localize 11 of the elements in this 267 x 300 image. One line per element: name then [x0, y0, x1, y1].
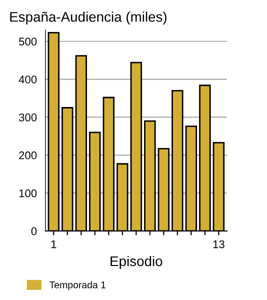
- x-axis-title: Episodio: [110, 256, 162, 269]
- chart-title: España-Audiencia (miles): [10, 12, 166, 25]
- y-tick-label: 500: [18, 38, 37, 46]
- x-tick-label: 13: [213, 240, 224, 248]
- y-tick-label: 200: [19, 151, 37, 160]
- y-tick-label: 300: [18, 113, 37, 122]
- x-tick-label: 1: [51, 240, 56, 248]
- y-tick-label: 400: [18, 76, 37, 84]
- y-tick-label: 100: [19, 189, 37, 198]
- legend-label: Temporada 1: [49, 281, 106, 290]
- y-tick-label: 0: [31, 227, 37, 236]
